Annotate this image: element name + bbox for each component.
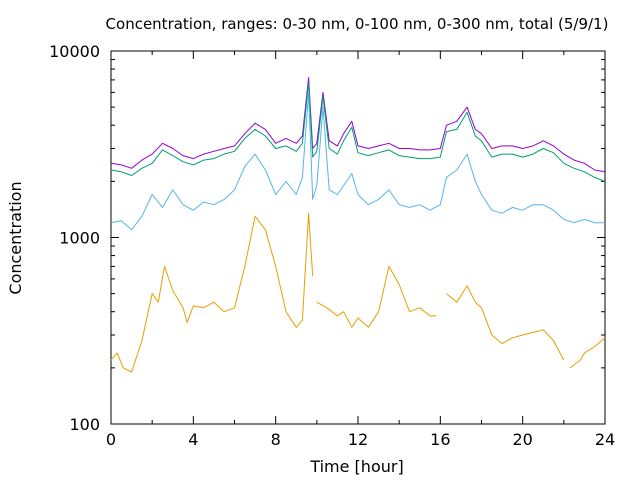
axis-ticks: [110, 50, 606, 425]
x-tick-label: 24: [595, 430, 615, 449]
series-line-3: [110, 91, 605, 231]
axis-tick-labels: 0 4 8 12 16 20 24 100 1000 10000: [49, 42, 615, 449]
x-tick-label: 12: [348, 430, 368, 449]
x-tick-label: 4: [188, 430, 198, 449]
x-tick-label: 8: [271, 430, 281, 449]
series-line-4: [110, 212, 606, 373]
chart-title: Concentration, ranges: 0-30 nm, 0-100 nm…: [106, 15, 609, 33]
y-tick-label: 10000: [49, 42, 100, 61]
series-line-1: [110, 77, 606, 173]
series-line-2: [110, 81, 606, 182]
plot-frame: [110, 50, 606, 425]
x-tick-label: 0: [106, 430, 116, 449]
x-axis-label: Time [hour]: [309, 457, 403, 476]
x-tick-label: 16: [430, 430, 450, 449]
y-tick-label: 1000: [59, 229, 100, 248]
series-lines: [110, 77, 606, 373]
x-tick-label: 20: [512, 430, 532, 449]
y-tick-label: 100: [69, 415, 100, 434]
y-axis-label: Concentration: [6, 181, 25, 294]
